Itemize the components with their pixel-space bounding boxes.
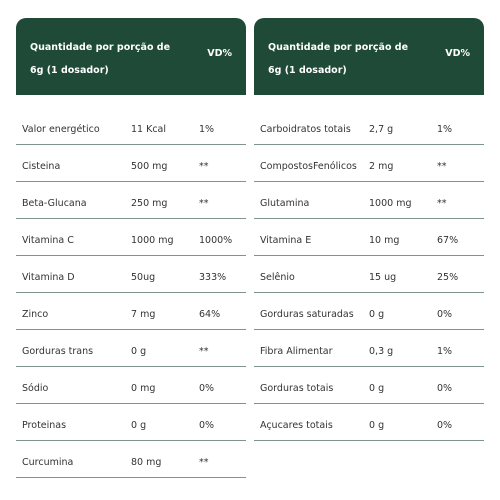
table-row: CompostosFenólicos 2 mg ** <box>254 145 484 182</box>
amount: 11 Kcal <box>131 124 167 135</box>
amount: 2,7 g <box>369 124 394 135</box>
amount: 1000 mg <box>131 235 174 246</box>
amount: 1000 mg <box>369 198 412 209</box>
amount: 50ug <box>131 272 156 283</box>
table-header: Quantidade por porção de 6g (1 dosador) V… <box>16 18 246 95</box>
table-row: Fibra Alimentar 0,3 g 1% <box>254 330 484 367</box>
amount: 15 ug <box>369 272 397 283</box>
nutrient-name: Curcumina <box>22 457 74 468</box>
amount: 0,3 g <box>369 346 394 357</box>
header-title: Quantidade por porção de 6g (1 dosador) <box>30 42 171 76</box>
table-row: Vitamina C 1000 mg 1000% <box>16 219 246 256</box>
nutrient-name: Vitamina D <box>22 272 75 283</box>
amount: 0 g <box>369 309 385 320</box>
daily-value: 333% <box>199 272 227 283</box>
table-header: Quantidade por porção de 6g (1 dosador) V… <box>254 18 484 95</box>
table-row: Beta-Glucana 250 mg ** <box>16 182 246 219</box>
amount: 7 mg <box>131 309 156 320</box>
nutrient-name: Gorduras saturadas <box>260 309 354 320</box>
nutrient-name: Fibra Alimentar <box>260 346 333 357</box>
table-row: Cisteina 500 mg ** <box>16 145 246 182</box>
nutrient-name: Valor energético <box>22 124 100 135</box>
nutrient-name: Gorduras trans <box>22 346 94 357</box>
nutrient-name: Zinco <box>22 309 49 320</box>
daily-value: 25% <box>437 272 459 283</box>
table-row: Selênio 15 ug 25% <box>254 256 484 293</box>
daily-value: 1% <box>437 346 453 357</box>
daily-value: 1% <box>437 124 453 135</box>
daily-value: 1% <box>199 124 215 135</box>
nutrient-name: Carboidratos totais <box>260 124 351 135</box>
nutrient-name: Gorduras totais <box>260 383 334 394</box>
nutrient-name: Vitamina C <box>22 235 74 246</box>
header-title: Quantidade por porção de 6g (1 dosador) <box>268 42 409 76</box>
amount: 0 g <box>131 346 147 357</box>
daily-value: 0% <box>199 383 215 394</box>
daily-value: ** <box>199 198 209 209</box>
table-row: Valor energético 11 Kcal 1% <box>16 108 246 145</box>
nutrient-name: Açucares totais <box>260 420 333 431</box>
nutrient-name: Sódio <box>22 383 49 394</box>
table-row: Gorduras saturadas 0 g 0% <box>254 293 484 330</box>
header-vd: VD% <box>445 48 470 59</box>
daily-value: ** <box>199 346 209 357</box>
table-row: Sódio 0 mg 0% <box>16 367 246 404</box>
table-row: Gorduras totais 0 g 0% <box>254 367 484 404</box>
daily-value: 0% <box>437 309 453 320</box>
table-row: Zinco 7 mg 64% <box>16 293 246 330</box>
nutrient-name: Proteinas <box>22 420 67 431</box>
amount: 0 mg <box>131 383 156 394</box>
nutrient-name: Selênio <box>260 272 295 283</box>
daily-value: 0% <box>437 420 453 431</box>
nutrient-name: Vitamina E <box>260 235 312 246</box>
daily-value: 1000% <box>199 235 233 246</box>
header-vd: VD% <box>207 48 232 59</box>
amount: 0 g <box>369 420 385 431</box>
table-row: Proteinas 0 g 0% <box>16 404 246 441</box>
daily-value: ** <box>437 198 447 209</box>
table-row: Açucares totais 0 g 0% <box>254 404 484 441</box>
daily-value: 64% <box>199 309 221 320</box>
table-row: Vitamina E 10 mg 67% <box>254 219 484 256</box>
daily-value: 0% <box>437 383 453 394</box>
nutrient-name: Beta-Glucana <box>22 198 87 209</box>
daily-value: 67% <box>437 235 459 246</box>
table-row: Vitamina D 50ug 333% <box>16 256 246 293</box>
daily-value: 0% <box>199 420 215 431</box>
amount: 80 mg <box>131 457 162 468</box>
nutrient-name: CompostosFenólicos <box>260 161 357 172</box>
table-row: Curcumina 80 mg ** <box>16 441 246 478</box>
amount: 250 mg <box>131 198 168 209</box>
amount: 500 mg <box>131 161 168 172</box>
amount: 0 g <box>131 420 147 431</box>
nutrition-table: Quantidade por porção de 6g (1 dosador) V… <box>16 18 246 478</box>
nutrient-name: Glutamina <box>260 198 310 209</box>
nutrition-table: Quantidade por porção de 6g (1 dosador) V… <box>254 18 484 441</box>
table-row: Glutamina 1000 mg ** <box>254 182 484 219</box>
daily-value: ** <box>199 161 209 172</box>
amount: 10 mg <box>369 235 400 246</box>
nutrient-name: Cisteina <box>22 161 61 172</box>
amount: 0 g <box>369 383 385 394</box>
daily-value: ** <box>437 161 447 172</box>
amount: 2 mg <box>369 161 394 172</box>
table-row: Carboidratos totais 2,7 g 1% <box>254 108 484 145</box>
daily-value: ** <box>199 457 209 468</box>
table-row: Gorduras trans 0 g ** <box>16 330 246 367</box>
